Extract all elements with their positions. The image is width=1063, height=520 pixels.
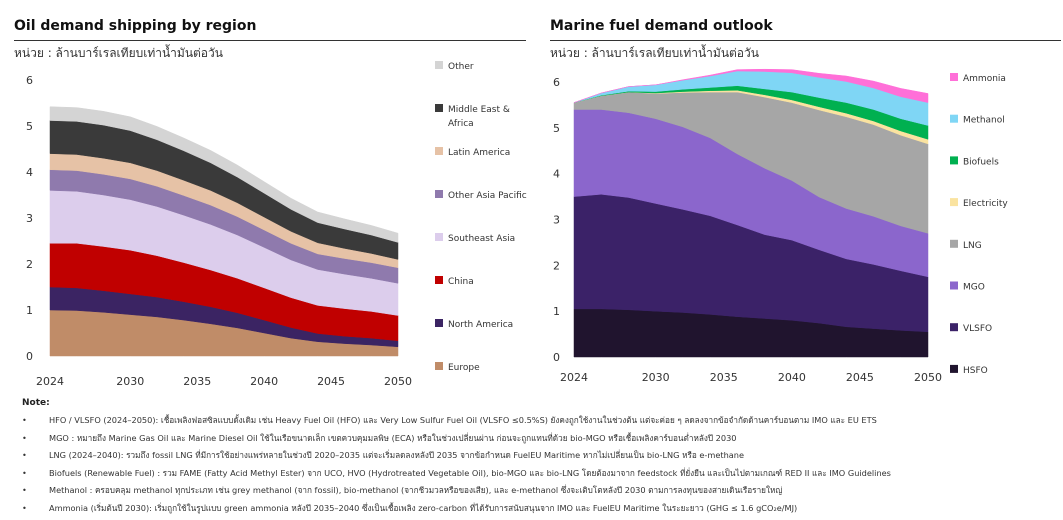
legend-label-other: Other bbox=[448, 62, 474, 72]
left-chart-unit: หน่วย : ล้านบาร์เรลเทียบเท่าน้ำมันต่อวัน bbox=[14, 46, 223, 60]
x-tick-label: 2030 bbox=[642, 371, 670, 384]
legend-swatch-mgo bbox=[950, 281, 958, 290]
legend-label-china: China bbox=[448, 277, 474, 287]
legend-label-electricity: Electricity bbox=[963, 199, 1008, 209]
note-text: Ammonia (เริ่มต้นปี 2030): เริ่มถูกใช้ใน… bbox=[49, 502, 798, 513]
legend-label-latin-america: Latin America bbox=[448, 148, 510, 158]
legend-swatch-europe bbox=[435, 362, 443, 370]
note-item: • HFO / VLSFO (2024–2050): เชื้อเพลิงฟอสซ… bbox=[22, 412, 891, 430]
y-tick-label: 2 bbox=[26, 258, 33, 271]
legend-label-middle-east-and-africa: Middle East & Africa bbox=[448, 105, 510, 129]
legend-swatch-other bbox=[435, 61, 443, 69]
note-item: • MGO : หมายถึง Marine Gas Oil และ Marine… bbox=[22, 430, 891, 448]
x-tick-label: 2030 bbox=[116, 375, 144, 388]
y-tick-label: 5 bbox=[26, 120, 33, 133]
x-tick-label: 2035 bbox=[183, 375, 211, 388]
legend-label-other-asia-pacific: Other Asia Pacific bbox=[448, 191, 527, 201]
legend-swatch-biofuels bbox=[950, 156, 958, 165]
note-item: • LNG (2024–2040): รวมถึง fossil LNG ที่ม… bbox=[22, 447, 891, 465]
legend-swatch-vlsfo bbox=[950, 323, 958, 332]
x-tick-label: 2045 bbox=[317, 375, 345, 388]
legend-swatch-latin-america bbox=[435, 147, 443, 155]
x-tick-label: 2024 bbox=[560, 371, 588, 384]
legend-swatch-southeast-asia bbox=[435, 233, 443, 241]
legend-swatch-middle-east-and-africa bbox=[435, 104, 443, 112]
note-text: LNG (2024–2040): รวมถึง fossil LNG ที่มี… bbox=[49, 450, 745, 460]
y-tick-label: 6 bbox=[553, 76, 560, 89]
legend-swatch-ammonia bbox=[950, 73, 958, 81]
x-tick-label: 2040 bbox=[250, 375, 278, 388]
y-tick-label: 1 bbox=[26, 304, 33, 317]
right-title-rule bbox=[550, 40, 1061, 41]
legend-swatch-lng bbox=[950, 239, 958, 248]
legend-label-europe: Europe bbox=[448, 363, 480, 373]
y-tick-label: 3 bbox=[26, 212, 33, 225]
left-chart: 0 1 2 3 4 5 6 2024 2030 2035 2040 2045 2050 Other Midd… bbox=[26, 61, 527, 388]
area-ammonia bbox=[573, 68, 929, 103]
legend-label-hsfo: HSFO bbox=[963, 366, 988, 376]
note-bullet: • bbox=[22, 502, 27, 513]
left-chart-title: Oil demand shipping by region bbox=[14, 18, 257, 34]
notes-list: • HFO / VLSFO (2024–2050): เชื้อเพลิงฟอสซ… bbox=[22, 412, 891, 517]
note-bullet: • bbox=[22, 450, 27, 460]
y-tick-label: 1 bbox=[553, 305, 560, 318]
note-item: • Biofuels (Renewable Fuel) : รวม FAME (F… bbox=[22, 465, 891, 483]
x-tick-label: 2035 bbox=[710, 371, 738, 384]
legend-label-biofuels: Biofuels bbox=[963, 157, 999, 167]
x-tick-label: 2050 bbox=[384, 375, 412, 388]
note-bullet: • bbox=[22, 485, 27, 495]
y-tick-label: 0 bbox=[26, 350, 33, 363]
y-tick-label: 3 bbox=[553, 214, 560, 227]
legend-swatch-hsfo bbox=[950, 364, 958, 373]
y-tick-label: 4 bbox=[553, 168, 560, 181]
y-tick-label: 4 bbox=[26, 166, 33, 179]
note-text: HFO / VLSFO (2024–2050): เชื้อเพลิงฟอสซิ… bbox=[49, 415, 877, 425]
note-text: Biofuels (Renewable Fuel) : รวม FAME (Fa… bbox=[49, 467, 891, 478]
note-item: • Methanol : ครอบคลุม methanol ทุกประเภท … bbox=[22, 482, 891, 500]
right-chart: 0 1 2 3 4 5 6 2024 2030 2035 2040 2045 2050 Ammonia Me… bbox=[553, 68, 1008, 384]
x-tick-label: 2040 bbox=[778, 371, 806, 384]
legend-label-mgo: MGO bbox=[963, 283, 985, 293]
legend-swatch-china bbox=[435, 276, 443, 284]
y-tick-label: 2 bbox=[553, 259, 560, 272]
legend-label-north-america: North America bbox=[448, 320, 513, 330]
legend-label-southeast-asia: Southeast Asia bbox=[448, 234, 515, 244]
legend-swatch-electricity bbox=[950, 198, 958, 207]
right-chart-unit: หน่วย : ล้านบาร์เรลเทียบเท่าน้ำมันต่อวัน bbox=[550, 46, 759, 60]
notes-title: Note: bbox=[22, 398, 50, 408]
legend-swatch-north-america bbox=[435, 319, 443, 327]
area-other bbox=[49, 106, 399, 243]
note-item: • Ammonia (เริ่มต้นปี 2030): เริ่มถูกใช้ใ… bbox=[22, 500, 891, 518]
legend-swatch-methanol bbox=[950, 114, 958, 123]
note-text: Methanol : ครอบคลุม methanol ทุกประเภท เ… bbox=[49, 485, 783, 495]
legend-label-vlsfo: VLSFO bbox=[963, 324, 992, 334]
y-tick-label: 5 bbox=[553, 122, 560, 135]
legend-label-ammonia: Ammonia bbox=[963, 74, 1006, 84]
legend-swatch-other-asia-pacific bbox=[435, 190, 443, 198]
note-bullet: • bbox=[22, 432, 27, 443]
y-tick-label: 6 bbox=[26, 74, 33, 87]
y-tick-label: 0 bbox=[553, 351, 560, 364]
legend-label-methanol: Methanol bbox=[963, 116, 1005, 126]
note-bullet: • bbox=[22, 467, 27, 478]
note-text: MGO : หมายถึง Marine Gas Oil และ Marine … bbox=[49, 432, 737, 443]
x-tick-label: 2024 bbox=[36, 375, 64, 388]
note-bullet: • bbox=[22, 415, 27, 425]
x-tick-label: 2050 bbox=[914, 371, 942, 384]
x-tick-label: 2045 bbox=[846, 371, 874, 384]
right-chart-title: Marine fuel demand outlook bbox=[550, 18, 773, 34]
left-title-rule bbox=[14, 40, 526, 41]
legend-label-lng: LNG bbox=[963, 241, 982, 251]
